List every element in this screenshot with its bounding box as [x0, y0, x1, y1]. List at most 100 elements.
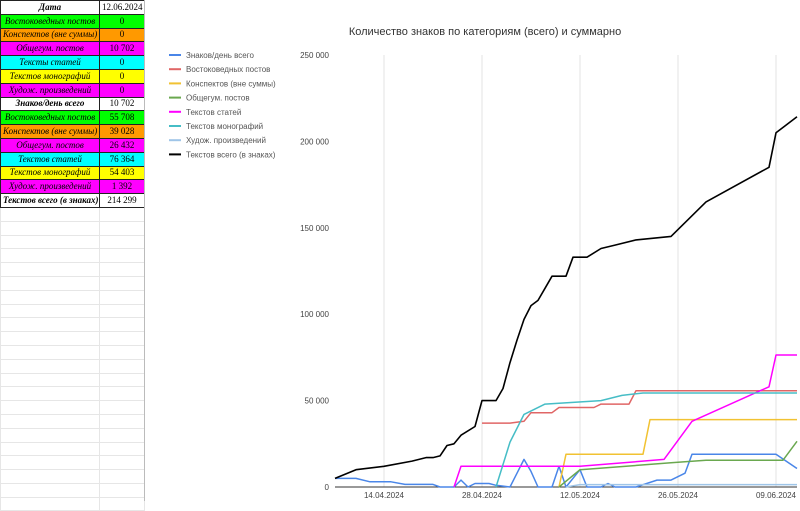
empty-sheet-cell[interactable] [99, 455, 145, 471]
empty-sheet-cell[interactable] [0, 496, 100, 511]
sheet-cell-value[interactable]: 1 392 [99, 179, 145, 195]
sheet-cell-value[interactable]: 55 708 [99, 110, 145, 126]
sheet-cell-label[interactable]: Конспектов (вне суммы) [0, 124, 100, 139]
sheet-cell-label[interactable]: Востоковедных постов [0, 110, 100, 126]
empty-sheet-cell[interactable] [99, 248, 145, 264]
sheet-cell-value[interactable]: 0 [99, 27, 145, 43]
empty-sheet-cell[interactable] [99, 441, 145, 457]
sheet-cell-value[interactable]: 0 [99, 68, 145, 84]
empty-sheet-cell[interactable] [99, 469, 145, 484]
sheet-cell-label[interactable]: Общегум. постов [0, 41, 100, 57]
sheet-cell-value[interactable]: 12.06.2024 [99, 0, 145, 15]
legend-item[interactable]: Текстов монографий [169, 122, 263, 131]
empty-sheet-cell[interactable] [0, 303, 100, 319]
sheet-cell-label[interactable]: Дата [0, 0, 100, 15]
empty-sheet-cell[interactable] [99, 372, 145, 388]
legend-item[interactable]: Конспектов (вне суммы) [169, 79, 276, 88]
empty-sheet-cell[interactable] [99, 386, 145, 402]
empty-sheet-cell[interactable] [99, 496, 145, 511]
empty-sheet-cell[interactable] [0, 358, 100, 374]
panel-divider[interactable] [144, 0, 145, 501]
legend-item[interactable]: Худож. произведений [169, 136, 266, 145]
sheet-cell-label[interactable]: Худож. произведений [0, 82, 100, 98]
empty-sheet-cell[interactable] [0, 427, 100, 443]
empty-sheet-cell[interactable] [0, 331, 100, 346]
empty-sheet-cell[interactable] [99, 331, 145, 346]
empty-sheet-cell[interactable] [99, 427, 145, 443]
sheet-cell-value[interactable]: 39 028 [99, 124, 145, 139]
empty-sheet-cell[interactable] [99, 400, 145, 415]
sheet-cell-label[interactable]: Знаков/день всего [0, 96, 100, 112]
sheet-cell-label[interactable]: Текстов монографий [0, 68, 100, 84]
sheet-row: Худож. произведений 0 [0, 82, 145, 98]
sheet-cell-label[interactable]: Текстов монографий [0, 165, 100, 181]
sheet-row: Текстов статей 76 364 [0, 151, 145, 167]
empty-sheet-cell[interactable] [99, 482, 145, 498]
empty-sheet-row [0, 303, 145, 319]
empty-sheet-cell[interactable] [99, 262, 145, 277]
chart-title: Количество знаков по категориям (всего) … [349, 26, 621, 38]
empty-sheet-cell[interactable] [99, 303, 145, 319]
empty-sheet-cell[interactable] [0, 469, 100, 484]
empty-sheet-cell[interactable] [0, 262, 100, 277]
legend-item[interactable]: Востоковедных постов [169, 65, 270, 74]
empty-sheet-cell[interactable] [0, 234, 100, 250]
y-tick-label: 50 000 [305, 397, 330, 406]
empty-sheet-cell[interactable] [99, 206, 145, 222]
sheet-cell-value[interactable]: 0 [99, 82, 145, 98]
sheet-cell-value[interactable]: 0 [99, 55, 145, 70]
legend-label: Знаков/день всего [186, 51, 254, 60]
sheet-cell-label[interactable]: Конспектов (вне суммы) [0, 27, 100, 43]
empty-sheet-row [0, 496, 145, 511]
sheet-cell-value[interactable]: 0 [99, 13, 145, 29]
sheet-cell-value[interactable]: 10 702 [99, 41, 145, 57]
empty-sheet-cell[interactable] [0, 289, 100, 305]
sheet-cell-label[interactable]: Тексты статей [0, 55, 100, 70]
sheet-cell-label[interactable]: Общегум. постов [0, 137, 100, 153]
legend-item[interactable]: Текстов всего (в знаках) [169, 150, 276, 159]
line-chart: Количество знаков по категориям (всего) … [169, 26, 798, 500]
empty-sheet-cell[interactable] [99, 220, 145, 236]
empty-sheet-row [0, 441, 145, 457]
empty-sheet-cell[interactable] [0, 482, 100, 498]
legend-label: Текстов всего (в знаках) [186, 150, 276, 159]
sheet-cell-value[interactable]: 54 403 [99, 165, 145, 181]
empty-sheet-cell[interactable] [0, 413, 100, 429]
empty-sheet-cell[interactable] [0, 441, 100, 457]
empty-sheet-cell[interactable] [0, 317, 100, 333]
sheet-cell-value[interactable]: 10 702 [99, 96, 145, 112]
sheet-cell-label[interactable]: Текстов всего (в знаках) [0, 193, 100, 208]
empty-sheet-cell[interactable] [99, 289, 145, 305]
x-tick-label: 14.04.2024 [364, 491, 405, 500]
empty-sheet-cell[interactable] [0, 344, 100, 360]
empty-sheet-cell[interactable] [0, 248, 100, 264]
empty-sheet-cell[interactable] [0, 455, 100, 471]
empty-sheet-cell[interactable] [0, 275, 100, 291]
series-line [558, 440, 798, 488]
empty-sheet-row [0, 262, 145, 277]
empty-sheet-cell[interactable] [0, 206, 100, 222]
legend-item[interactable]: Текстов статей [169, 108, 241, 117]
empty-sheet-cell[interactable] [0, 220, 100, 236]
legend-item[interactable]: Знаков/день всего [169, 51, 254, 60]
sheet-cell-label[interactable]: Худож. произведений [0, 179, 100, 195]
empty-sheet-cell[interactable] [0, 386, 100, 402]
empty-sheet-cell[interactable] [99, 358, 145, 374]
empty-sheet-row [0, 455, 145, 471]
sheet-cell-label[interactable]: Текстов статей [0, 151, 100, 167]
empty-sheet-cell[interactable] [0, 372, 100, 388]
sheet-cell-value[interactable]: 26 432 [99, 137, 145, 153]
empty-sheet-cell[interactable] [99, 275, 145, 291]
empty-sheet-cell[interactable] [99, 317, 145, 333]
empty-sheet-cell[interactable] [99, 234, 145, 250]
empty-sheet-cell[interactable] [0, 400, 100, 415]
legend-item[interactable]: Общегум. постов [169, 94, 250, 103]
empty-sheet-cell[interactable] [99, 344, 145, 360]
sheet-cell-value[interactable]: 76 364 [99, 151, 145, 167]
sheet-cell-label[interactable]: Востоковедных постов [0, 13, 100, 29]
legend-label: Текстов монографий [186, 122, 263, 131]
empty-sheet-cell[interactable] [99, 413, 145, 429]
chart-grid [383, 55, 777, 487]
x-tick-label: 12.05.2024 [560, 491, 601, 500]
sheet-cell-value[interactable]: 214 299 [99, 193, 145, 208]
